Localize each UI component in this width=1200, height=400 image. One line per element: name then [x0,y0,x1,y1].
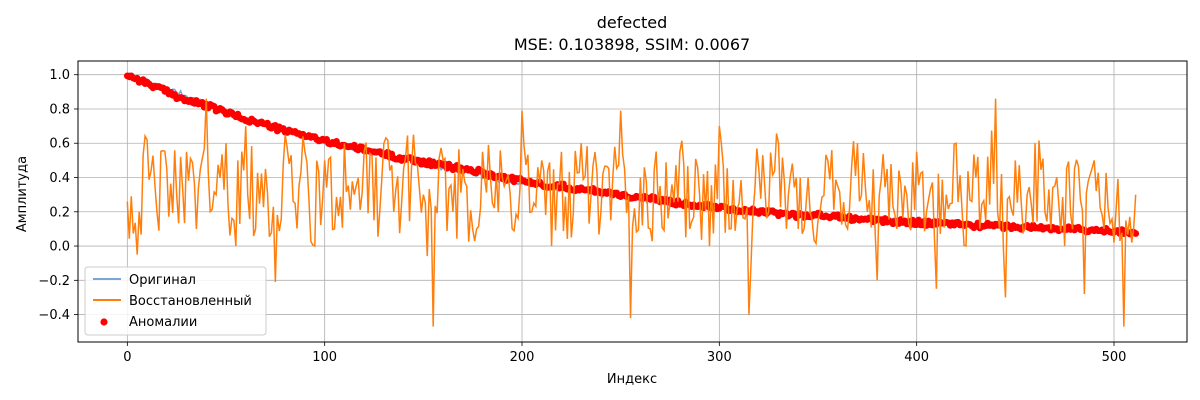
y-tick-label: 0.2 [49,205,70,220]
y-tick-label: −0.4 [38,308,70,323]
series-layer [123,71,1140,327]
y-tick-label: −0.2 [38,274,70,289]
x-tick-label: 300 [707,350,732,365]
legend: Оригинал Восстановленный Аномалии [84,266,267,336]
plot-frame [77,60,1188,343]
x-tick-label: 0 [123,350,131,365]
legend-label-anomalies: Аномалии [129,315,197,330]
x-axis-label: Индекс [607,372,657,387]
chart-subtitle: MSE: 0.103898, SSIM: 0.0067 [514,35,750,54]
legend-box [84,266,267,336]
series-anomalies [123,72,1140,238]
y-tick-label: 0.6 [49,137,70,152]
y-tick-label: 0.0 [49,240,70,255]
y-axis-label: Амплитуда [15,156,30,232]
legend-swatch-anomalies [100,318,108,326]
series-reconstructed-line [126,98,1137,327]
x-tick-label: 400 [904,350,929,365]
legend-label-original: Оригинал [129,273,196,288]
x-tick-label: 500 [1102,350,1127,365]
axis-ticks: 0 100 200 300 400 500 −0.4 −0.2 0.0 0.2 0.4 0.6 0.8 1… [38,68,1126,365]
y-tick-label: 1.0 [49,68,70,83]
y-tick-label: 0.4 [49,171,70,186]
x-tick-label: 200 [510,350,535,365]
x-tick-label: 100 [312,350,337,365]
y-tick-label: 0.8 [49,102,70,117]
legend-label-reconstructed: Восстановленный [129,294,252,309]
chart-title: defected [597,13,668,32]
anomaly-point [1132,230,1140,237]
